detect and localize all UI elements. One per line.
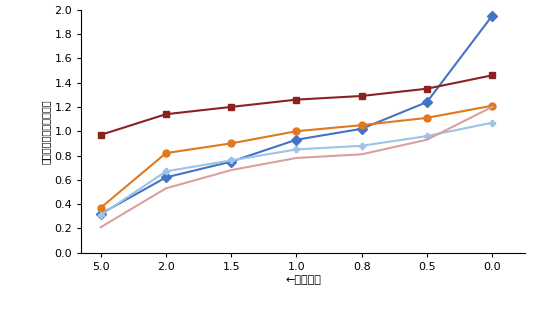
X-axis label: ←距離抗抗: ←距離抗抗 (285, 274, 321, 284)
8. 九州 (163, 186, 169, 190)
1. 北海道 (293, 138, 300, 142)
6. 中国 (97, 206, 104, 210)
6. 中国 (359, 123, 365, 127)
Line: 1. 北海道: 1. 北海道 (97, 12, 496, 217)
8. 九州 (97, 225, 104, 229)
2. 東北 (489, 74, 496, 77)
6. 中国 (163, 151, 169, 155)
1. 北海道 (97, 212, 104, 216)
1. 北海道 (424, 100, 430, 104)
7. 四国 (293, 147, 300, 151)
2. 東北 (359, 94, 365, 98)
2. 東北 (293, 98, 300, 102)
2. 東北 (424, 87, 430, 91)
Line: 7. 四国: 7. 四国 (97, 119, 496, 218)
6. 中国 (489, 104, 496, 108)
Line: 6. 中国: 6. 中国 (97, 102, 496, 211)
8. 九州 (228, 168, 234, 172)
1. 北海道 (489, 14, 496, 18)
Y-axis label: 対二〇〇〇年の就業者比: 対二〇〇〇年の就業者比 (40, 99, 50, 164)
1. 北海道 (163, 176, 169, 179)
6. 中国 (293, 129, 300, 133)
Line: 2. 東北: 2. 東北 (97, 72, 496, 138)
6. 中国 (228, 141, 234, 145)
2. 東北 (97, 133, 104, 137)
2. 東北 (228, 105, 234, 109)
8. 九州 (489, 105, 496, 109)
7. 四国 (424, 134, 430, 138)
2. 東北 (163, 112, 169, 116)
Line: 8. 九州: 8. 九州 (101, 107, 492, 227)
7. 四国 (163, 169, 169, 173)
7. 四国 (489, 121, 496, 125)
8. 九州 (359, 152, 365, 156)
6. 中国 (424, 116, 430, 120)
7. 四国 (359, 144, 365, 148)
1. 北海道 (359, 127, 365, 131)
8. 九州 (424, 138, 430, 142)
8. 九州 (293, 156, 300, 160)
7. 四国 (228, 158, 234, 162)
7. 四国 (97, 213, 104, 217)
1. 北海道 (228, 160, 234, 164)
